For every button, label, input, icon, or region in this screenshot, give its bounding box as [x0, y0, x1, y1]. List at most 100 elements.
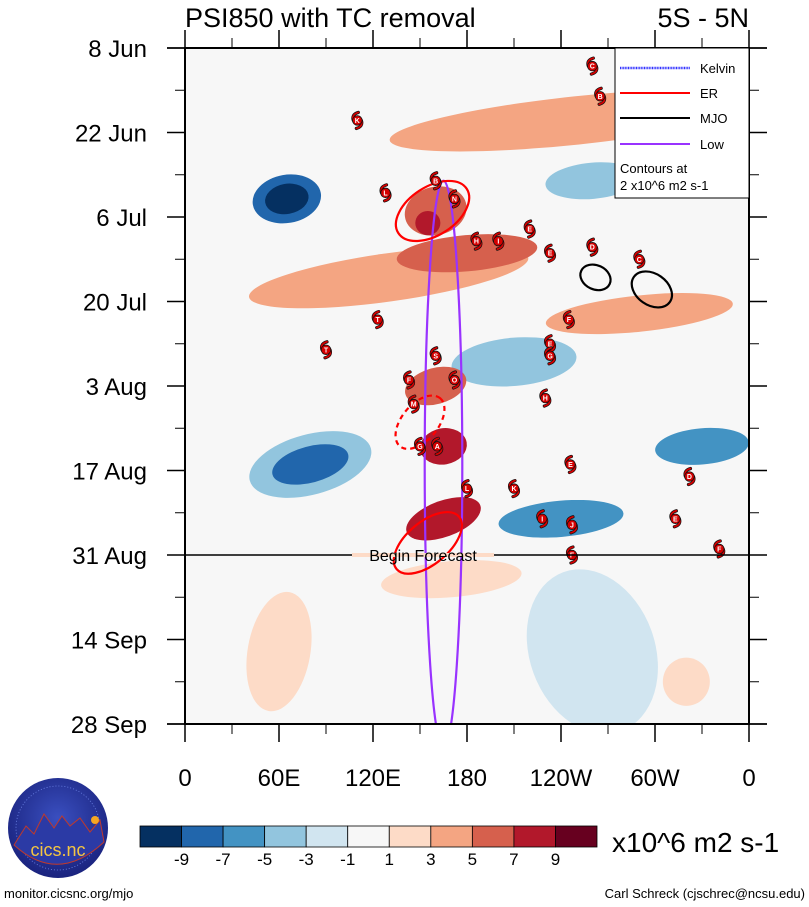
legend-er-label: ER	[700, 86, 718, 101]
tc-marker: H	[539, 388, 552, 408]
tc-marker-disc	[430, 175, 441, 186]
logo-mountains	[13, 813, 105, 865]
tc-marker-disc	[380, 187, 391, 199]
tc-marker: E	[564, 454, 577, 475]
tc-letter: S	[433, 353, 438, 360]
tc-marker-disc	[563, 314, 575, 325]
tc-marker: M	[407, 394, 420, 414]
tc-letter: B	[598, 94, 603, 101]
tc-letter: E	[548, 341, 553, 348]
anomaly-region	[265, 183, 309, 215]
tc-marker-disc	[408, 398, 419, 410]
tc-marker-disc	[372, 314, 383, 325]
tc-marker: T	[319, 340, 333, 360]
tc-marker-disc	[544, 350, 556, 362]
tc-letter: C	[637, 257, 642, 264]
tc-marker-disc	[714, 543, 725, 555]
tc-marker: D	[586, 237, 599, 257]
chart-title: PSI850 with TC removal	[185, 3, 476, 33]
x-tick-label: 0	[742, 765, 755, 792]
x-axis: 0 60E 120E 180 120W 60W 0	[167, 30, 767, 792]
tc-letter: E	[568, 462, 573, 469]
tc-marker-disc	[432, 441, 443, 452]
tc-marker: F	[713, 539, 726, 559]
y-tick-label: 20 Jul	[83, 290, 147, 317]
colorbar: -9 -7 -5 -3 -1 1 3 5 7 9	[139, 825, 598, 869]
colorbar-bin	[471, 825, 515, 848]
tc-letter: K	[511, 486, 516, 493]
tc-letter: I	[497, 239, 499, 246]
tc-letter: I	[541, 516, 543, 523]
tc-letter: B	[433, 178, 438, 185]
colorbar-units: x10^6 m2 s-1	[612, 827, 779, 858]
x-tick-label: 120W	[530, 765, 593, 792]
tc-marker-disc	[524, 223, 535, 235]
legend-note-line1: Contours at	[620, 161, 688, 176]
colorbar-bin	[264, 825, 307, 848]
tc-marker: I	[492, 231, 505, 251]
logo-text: cics.nc	[30, 840, 85, 860]
footer-url[interactable]: monitor.cicsnc.org/mjo	[4, 886, 133, 901]
tc-letter: G	[417, 444, 423, 451]
tc-marker: S	[429, 346, 442, 366]
colorbar-label: 5	[468, 850, 477, 869]
tc-marker-disc	[537, 513, 548, 524]
colorbar-bin	[181, 825, 224, 848]
tc-marker-disc	[414, 441, 426, 452]
y-tick-label: 28 Sep	[71, 712, 147, 739]
tc-marker: E	[523, 219, 536, 239]
anomaly-region	[662, 657, 710, 706]
colorbar-label: -1	[340, 850, 355, 869]
logo-sun-icon	[91, 816, 99, 824]
colorbar-label: 7	[509, 850, 518, 869]
tc-marker-disc	[540, 392, 551, 404]
filtered-contours	[392, 179, 674, 724]
forecast-label: Begin Forecast	[369, 548, 477, 565]
anomaly-region	[420, 428, 467, 465]
y-tick-label: 3 Aug	[86, 374, 147, 401]
contour-er	[394, 179, 471, 243]
x-tick-label: 120E	[345, 765, 401, 792]
anomaly-region	[272, 444, 349, 485]
legend-box	[614, 47, 750, 199]
anomaly-region	[498, 499, 624, 538]
x-tick-label: 60W	[630, 765, 680, 792]
tc-marker: E	[543, 243, 557, 263]
anomaly-region	[526, 569, 658, 724]
y-tick-label: 22 Jun	[75, 121, 147, 148]
contour-er	[392, 511, 463, 575]
tc-marker: F	[562, 310, 575, 330]
tc-marker: L	[379, 183, 392, 203]
cics-logo: cics.nc	[8, 778, 108, 878]
tc-marker: B	[429, 171, 442, 191]
tc-marker: J	[565, 515, 579, 535]
tc-marker: C	[633, 249, 646, 269]
anomaly-region	[246, 591, 312, 712]
legend-mjo-label: MJO	[700, 111, 727, 126]
colorbar-bin	[555, 825, 598, 848]
tc-marker: H	[470, 231, 483, 251]
tc-marker-disc	[493, 235, 504, 247]
colorbar-bin	[139, 825, 182, 848]
colorbar-bin	[388, 825, 432, 848]
colorbar-label: -7	[216, 850, 231, 869]
tc-letter: F	[717, 546, 722, 553]
tc-letter: K	[355, 118, 360, 125]
tc-letter: L	[383, 190, 388, 197]
colorbar-label: 9	[551, 850, 560, 869]
tc-marker: T	[371, 310, 384, 330]
y-tick-label: 14 Sep	[71, 628, 147, 655]
tc-marker-disc	[430, 350, 441, 362]
colorbar-bin	[430, 825, 473, 848]
tc-letter: N	[452, 196, 457, 203]
tc-letter: H	[543, 396, 548, 403]
tc-marker: O	[448, 370, 461, 390]
tc-letter: D	[687, 474, 692, 481]
colorbar-label: -3	[299, 850, 314, 869]
tc-marker: B	[594, 86, 607, 106]
tc-marker-disc	[587, 241, 598, 253]
tc-letter: L	[465, 486, 470, 493]
tc-letter: T	[324, 347, 329, 354]
y-axis: 8 Jun 22 Jun 6 Jul 20 Jul 3 Aug 17 Aug 31 Aug 1…	[71, 36, 767, 739]
tc-marker: E	[669, 509, 682, 529]
